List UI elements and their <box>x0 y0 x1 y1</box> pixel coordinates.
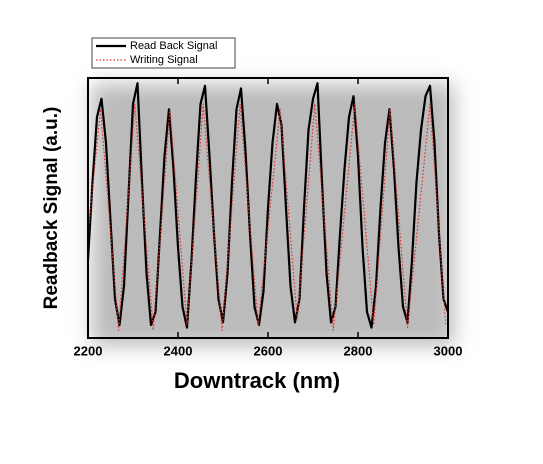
x-tick-label: 2400 <box>164 343 193 358</box>
legend-label: Writing Signal <box>130 54 198 66</box>
x-tick-label: 3000 <box>434 343 463 358</box>
x-tick-label: 2600 <box>254 343 283 358</box>
x-tick-label: 2200 <box>74 343 103 358</box>
series-line <box>86 82 450 329</box>
y-axis-title: Readback Signal (a.u.) <box>41 107 62 310</box>
legend-label: Read Back Signal <box>130 40 217 52</box>
plot-frame <box>87 77 449 339</box>
frame-shadow <box>92 84 454 346</box>
x-axis-title: Downtrack (nm) <box>174 368 340 393</box>
x-tick-label: 2800 <box>344 343 373 358</box>
series-line <box>87 103 447 331</box>
legend: Read Back Signal Writing Signal <box>91 37 236 69</box>
legend-box <box>91 37 236 69</box>
